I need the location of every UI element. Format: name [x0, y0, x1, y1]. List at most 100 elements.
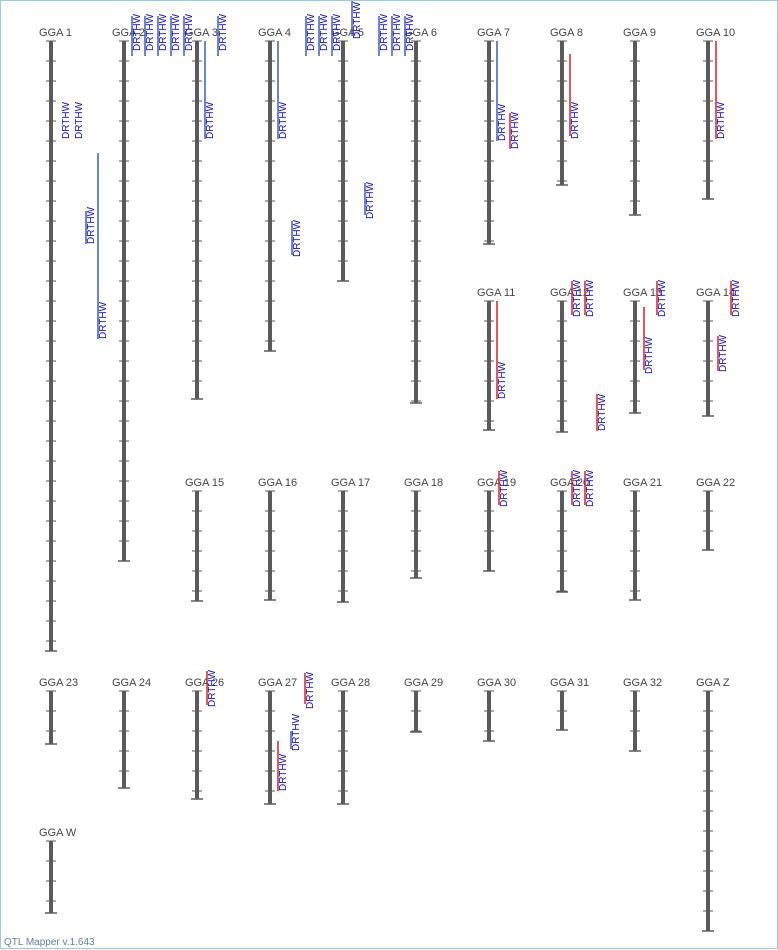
chr-gga16-label: GGA 16 — [258, 477, 297, 489]
chr-ggaw-bar — [49, 841, 53, 913]
qtl-label[interactable]: DRTHW — [291, 713, 302, 751]
qtl-label[interactable]: DRTHW — [405, 13, 416, 51]
qtl-label[interactable]: DRTHW — [585, 469, 596, 507]
chr-gga23-label: GGA 23 — [39, 677, 78, 689]
chr-gga9-label: GGA 9 — [623, 27, 656, 39]
chr-gga28-bar — [341, 691, 345, 804]
qtl-label[interactable]: DRTHW — [332, 13, 343, 51]
chr-gga15-bar — [195, 491, 199, 601]
qtl-label[interactable]: DRTHW — [278, 753, 289, 791]
chr-gga22-label: GGA 22 — [696, 477, 735, 489]
chr-gga3-bar — [195, 41, 199, 399]
chr-gga27-label: GGA 27 — [258, 677, 297, 689]
chr-gga7-bar — [487, 41, 491, 244]
qtl-label[interactable]: DRTHW — [86, 206, 97, 244]
chr-gga24-bar — [122, 691, 126, 788]
qtl-label[interactable]: DRTHW — [292, 219, 303, 257]
chr-gga11-label: GGA 11 — [477, 287, 515, 299]
chr-gga26-bar — [195, 691, 199, 799]
chr-gga16-bar — [268, 491, 272, 600]
qtl-label[interactable]: DRTHW — [74, 101, 85, 139]
chr-gga5-label: GGA 5 — [331, 27, 364, 39]
chr-gga19-label: GGA 19 — [477, 477, 516, 489]
qtl-label[interactable]: DRTHW — [132, 13, 143, 51]
chr-gga15-label: GGA 15 — [185, 477, 224, 489]
chr-gga10-bar — [706, 41, 710, 199]
chr-gga18-bar — [414, 491, 418, 578]
chr-gga20-bar — [560, 491, 564, 592]
chr-gga4-bar — [268, 41, 272, 351]
qtl-label[interactable]: DRTHW — [572, 279, 583, 317]
qtl-label[interactable]: DRTHW — [510, 111, 521, 149]
chr-gga17-bar — [341, 491, 345, 602]
chr-gga23-bar — [49, 691, 53, 744]
qtl-label[interactable]: DRTHW — [145, 13, 156, 51]
chr-gga8-label: GGA 8 — [550, 27, 583, 39]
chr-gga30-label: GGA 30 — [477, 677, 516, 689]
chr-gga8-bar — [560, 41, 564, 185]
chr-gga2-label: GGA 2 — [112, 27, 145, 39]
chr-gga31-label: GGA 31 — [550, 677, 589, 689]
chr-gga20-label: GGA 20 — [550, 477, 589, 489]
chr-gga3-label: GGA 3 — [185, 27, 218, 39]
qtl-label[interactable]: DRTHW — [184, 13, 195, 51]
qtl-label[interactable]: DRTHW — [365, 181, 376, 219]
qtl-label[interactable]: DRTHW — [207, 669, 218, 707]
chr-ggaw-label: GGA W — [39, 827, 77, 839]
chr-gga26-label: GGA 26 — [185, 677, 224, 689]
qtl-label[interactable]: DRTHW — [319, 13, 330, 51]
chr-gga4-label: GGA 4 — [258, 27, 291, 39]
qtl-label[interactable]: DRTHW — [570, 101, 581, 139]
qtl-label[interactable]: DRTHW — [585, 279, 596, 317]
chr-gga12-bar — [560, 301, 564, 432]
chr-gga29-label: GGA 29 — [404, 677, 443, 689]
chr-ggaz-label: GGA Z — [696, 677, 730, 689]
chr-gga21-label: GGA 21 — [623, 477, 662, 489]
chr-gga1-bar — [49, 41, 53, 651]
qtl-label[interactable]: DRTHW — [657, 279, 668, 317]
qtl-label[interactable]: DRTHW — [716, 101, 727, 139]
qtl-label[interactable]: DRTHW — [379, 13, 390, 51]
chr-gga13-label: GGA 13 — [623, 287, 662, 299]
qtl-label[interactable]: DRTHW — [98, 301, 109, 339]
chr-gga27-bar — [268, 691, 272, 804]
chr-gga30-bar — [487, 691, 491, 741]
qtl-label[interactable]: DRTHW — [205, 101, 216, 139]
chr-gga10-label: GGA 10 — [696, 27, 735, 39]
qtl-label[interactable]: DRTHW — [61, 101, 72, 139]
chr-gga9-bar — [633, 41, 637, 215]
qtl-label[interactable]: DRTHW — [218, 13, 229, 51]
qtl-label[interactable]: DRTHW — [499, 469, 510, 507]
chr-gga24-label: GGA 24 — [112, 677, 151, 689]
chr-gga1-label: GGA 1 — [39, 27, 72, 39]
qtl-label[interactable]: DRTHW — [572, 469, 583, 507]
qtl-label[interactable]: DRTHW — [644, 336, 655, 374]
qtl-label[interactable]: DRTHW — [171, 13, 182, 51]
qtl-label[interactable]: DRTHW — [392, 13, 403, 51]
qtl-label[interactable]: DRTHW — [305, 671, 316, 709]
qtl-label[interactable]: DRTHW — [597, 393, 608, 431]
chr-gga14-bar — [706, 301, 710, 416]
chr-gga14-label: GGA 14 — [696, 287, 735, 299]
qtl-label[interactable]: DRTHW — [497, 103, 508, 141]
qtl-label[interactable]: DRTHW — [352, 1, 363, 39]
app-version-footer: QTL Mapper v.1.643 — [4, 937, 95, 948]
chr-gga12-label: GGA 12 — [550, 287, 589, 299]
qtl-label[interactable]: DRTHW — [158, 13, 169, 51]
qtl-label[interactable]: DRTHW — [731, 279, 742, 317]
chr-gga32-bar — [633, 691, 637, 751]
chr-gga18-label: GGA 18 — [404, 477, 443, 489]
chr-gga21-bar — [633, 491, 637, 600]
chr-gga28-label: GGA 28 — [331, 677, 370, 689]
qtl-label[interactable]: DRTHW — [278, 101, 289, 139]
qtl-label[interactable]: DRTHW — [497, 361, 508, 399]
chr-gga6-label: GGA 6 — [404, 27, 437, 39]
chr-gga32-label: GGA 32 — [623, 677, 662, 689]
chr-gga17-label: GGA 17 — [331, 477, 370, 489]
chr-gga7-label: GGA 7 — [477, 27, 510, 39]
chr-gga13-bar — [633, 301, 637, 413]
qtl-label[interactable]: DRTHW — [718, 334, 729, 372]
qtl-label[interactable]: DRTHW — [306, 13, 317, 51]
chr-gga6-bar — [414, 41, 418, 403]
